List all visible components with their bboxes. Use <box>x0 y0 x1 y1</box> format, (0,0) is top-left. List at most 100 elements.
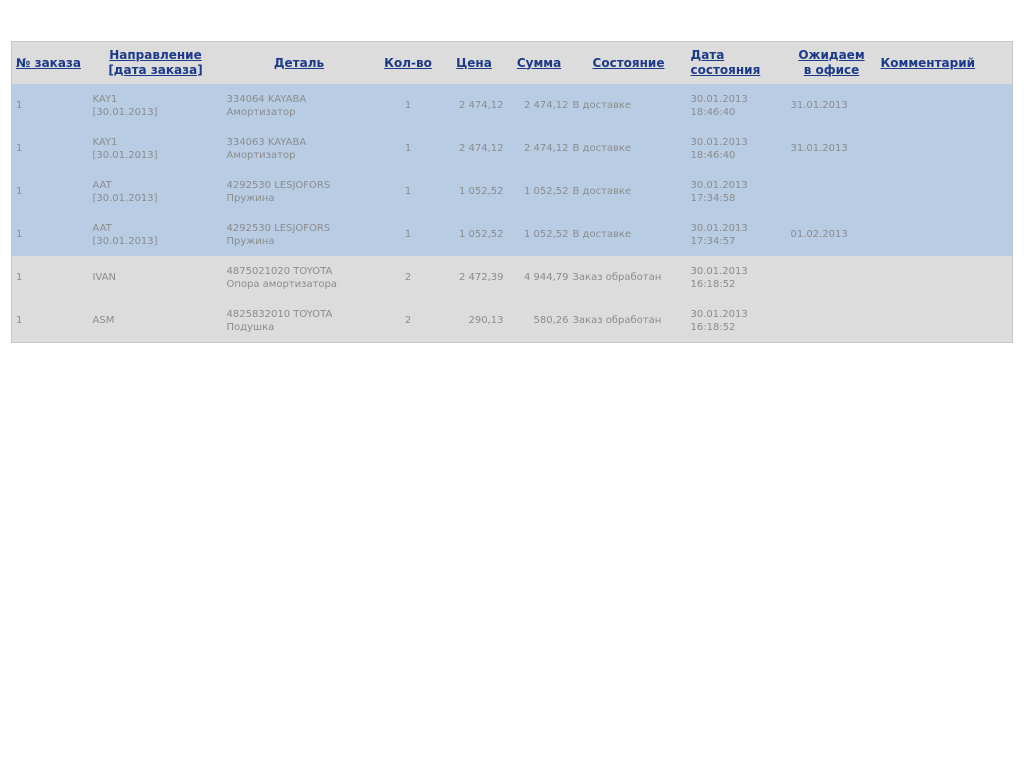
direction: AAT <box>92 222 112 234</box>
table-row[interactable]: 1 IVAN 4875021020 TOYOTA Опора амортизатора… <box>11 256 1013 299</box>
header-label: Направление <box>109 48 202 62</box>
column-header-status-date: Дата состояния <box>686 41 787 84</box>
sum: 1 052,52 <box>523 186 569 197</box>
cell-direction: AAT [30.01.2013] <box>88 170 223 213</box>
header-label: Ожидаем <box>798 48 865 62</box>
price: 1 052,52 <box>458 229 504 240</box>
header-label: Дата <box>690 48 725 62</box>
header-label: Кол-во <box>384 55 432 70</box>
part-no: 334064 KAYABA <box>226 93 307 105</box>
status-date: 30.01.2013 <box>690 222 748 234</box>
qty: 1 <box>404 100 412 111</box>
cell-status: В доставке <box>570 84 687 127</box>
cell-direction: IVAN <box>88 256 223 299</box>
cell-price: 1 052,52 <box>440 170 508 213</box>
header-label: № заказа <box>16 55 81 70</box>
header-label: Состояние <box>592 55 665 70</box>
status: В доставке <box>572 100 632 111</box>
price: 2 472,39 <box>458 272 504 283</box>
status-time: 16:18:52 <box>690 278 736 290</box>
cell-status: В доставке <box>570 127 687 170</box>
sum: 2 474,12 <box>523 143 569 154</box>
expected: 01.02.2013 <box>790 229 848 240</box>
table-row[interactable]: 1 ASM 4825832010 TOYOTA Подушка 2 290,13 580,2… <box>11 299 1013 343</box>
direction: IVAN <box>92 272 116 283</box>
cell-quantity: 1 <box>375 84 441 127</box>
cell-price: 290,13 <box>440 299 508 343</box>
cell-status: В доставке <box>570 213 687 256</box>
sort-link-status-date[interactable]: Дата состояния <box>691 48 761 77</box>
header-label-line2: [дата заказа] <box>108 63 203 77</box>
column-header-quantity: Кол-во <box>375 41 441 84</box>
cell-status-date: 30.01.2013 18:46:40 <box>686 127 787 170</box>
order: 1 <box>16 100 23 111</box>
cell-price: 2 474,12 <box>440 84 508 127</box>
cell-expected-in-office: 31.01.2013 <box>786 127 877 170</box>
cell-comment <box>876 84 1013 127</box>
table-row[interactable]: 1 AAT [30.01.2013] 4292530 LESJOFORS Пружина… <box>11 170 1013 213</box>
sort-link-comment[interactable]: Комментарий <box>881 56 976 70</box>
qty: 1 <box>404 186 412 197</box>
part-name: Подушка <box>226 321 275 333</box>
price: 290,13 <box>468 315 504 326</box>
column-header-price: Цена <box>440 41 508 84</box>
cell-comment <box>876 170 1013 213</box>
direction: KAY1 <box>92 136 118 148</box>
cell-status: В доставке <box>570 170 687 213</box>
cell-status-date: 30.01.2013 16:18:52 <box>686 299 787 343</box>
sort-link-sum[interactable]: Сумма <box>517 56 561 70</box>
cell-direction: KAY1 [30.01.2013] <box>88 127 223 170</box>
cell-direction: ASM <box>88 299 223 343</box>
cell-comment <box>876 127 1013 170</box>
qty: 1 <box>404 143 412 154</box>
header-label-line2: состояния <box>690 63 761 77</box>
cell-quantity: 2 <box>375 256 441 299</box>
header-label: Цена <box>456 55 492 70</box>
cell-status-date: 30.01.2013 16:18:52 <box>686 256 787 299</box>
header-label: Комментарий <box>880 55 976 70</box>
status: В доставке <box>572 229 632 240</box>
cell-quantity: 1 <box>375 170 441 213</box>
sort-link-price[interactable]: Цена <box>456 56 492 70</box>
table-header: № заказа Направление [дата заказа] Деталь Ко… <box>11 41 1013 84</box>
table-row[interactable]: 1 KAY1 [30.01.2013] 334063 KAYABA Амортизато… <box>11 127 1013 170</box>
column-header-status: Состояние <box>570 41 687 84</box>
order: 1 <box>16 272 23 283</box>
sum: 2 474,12 <box>523 100 569 111</box>
column-header-sum: Сумма <box>507 41 571 84</box>
price: 2 474,12 <box>458 143 504 154</box>
part-name: Пружина <box>226 192 275 204</box>
cell-order-number: 1 <box>11 213 89 256</box>
expected: 31.01.2013 <box>790 143 848 154</box>
sort-link-quantity[interactable]: Кол-во <box>384 56 432 70</box>
sort-link-direction[interactable]: Направление [дата заказа] <box>108 48 202 77</box>
cell-status-date: 30.01.2013 17:34:57 <box>686 213 787 256</box>
table-row[interactable]: 1 AAT [30.01.2013] 4292530 LESJOFORS Пружина… <box>11 213 1013 256</box>
cell-comment <box>876 213 1013 256</box>
order-date: [30.01.2013] <box>92 106 158 118</box>
status-time: 18:46:40 <box>690 149 736 161</box>
cell-sum: 1 052,52 <box>507 170 571 213</box>
status-date: 30.01.2013 <box>690 93 748 105</box>
cell-sum: 2 474,12 <box>507 127 571 170</box>
cell-expected-in-office <box>786 170 877 213</box>
part-no: 4292530 LESJOFORS <box>226 179 331 191</box>
expected: 31.01.2013 <box>790 100 848 111</box>
status-date: 30.01.2013 <box>690 265 748 277</box>
cell-status-date: 30.01.2013 18:46:40 <box>686 84 787 127</box>
status-time: 16:18:52 <box>690 321 736 333</box>
status: Заказ обработан <box>572 315 662 326</box>
sort-link-expected-in-office[interactable]: Ожидаем в офисе <box>798 48 864 77</box>
cell-expected-in-office <box>786 299 877 343</box>
table-row[interactable]: 1 KAY1 [30.01.2013] 334064 KAYABA Амортизато… <box>11 84 1013 127</box>
column-header-direction: Направление [дата заказа] <box>88 41 223 84</box>
sum: 1 052,52 <box>523 229 569 240</box>
cell-price: 1 052,52 <box>440 213 508 256</box>
cell-sum: 4 944,79 <box>507 256 571 299</box>
sort-link-part[interactable]: Деталь <box>274 56 324 70</box>
sort-link-order-number[interactable]: № заказа <box>16 56 81 70</box>
qty: 2 <box>404 272 412 283</box>
sort-link-status[interactable]: Состояние <box>593 56 665 70</box>
cell-order-number: 1 <box>11 127 89 170</box>
column-header-comment: Комментарий <box>876 41 1013 84</box>
